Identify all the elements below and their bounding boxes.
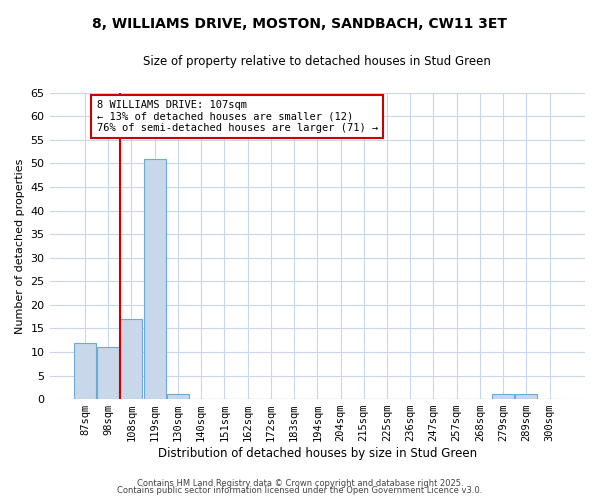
Bar: [97, 347, 119, 399]
Y-axis label: Number of detached properties: Number of detached properties: [15, 158, 25, 334]
Text: 8 WILLIAMS DRIVE: 107sqm
← 13% of detached houses are smaller (12)
76% of semi-d: 8 WILLIAMS DRIVE: 107sqm ← 13% of detach…: [97, 100, 378, 133]
Text: Contains public sector information licensed under the Open Government Licence v3: Contains public sector information licen…: [118, 486, 482, 495]
X-axis label: Distribution of detached houses by size in Stud Green: Distribution of detached houses by size …: [158, 447, 477, 460]
Bar: [74, 342, 96, 399]
Bar: [515, 394, 538, 399]
Bar: [492, 394, 514, 399]
Bar: [121, 319, 142, 399]
Bar: [167, 394, 189, 399]
Title: Size of property relative to detached houses in Stud Green: Size of property relative to detached ho…: [143, 55, 491, 68]
Text: Contains HM Land Registry data © Crown copyright and database right 2025.: Contains HM Land Registry data © Crown c…: [137, 478, 463, 488]
Bar: [143, 159, 166, 399]
Text: 8, WILLIAMS DRIVE, MOSTON, SANDBACH, CW11 3ET: 8, WILLIAMS DRIVE, MOSTON, SANDBACH, CW1…: [92, 18, 508, 32]
